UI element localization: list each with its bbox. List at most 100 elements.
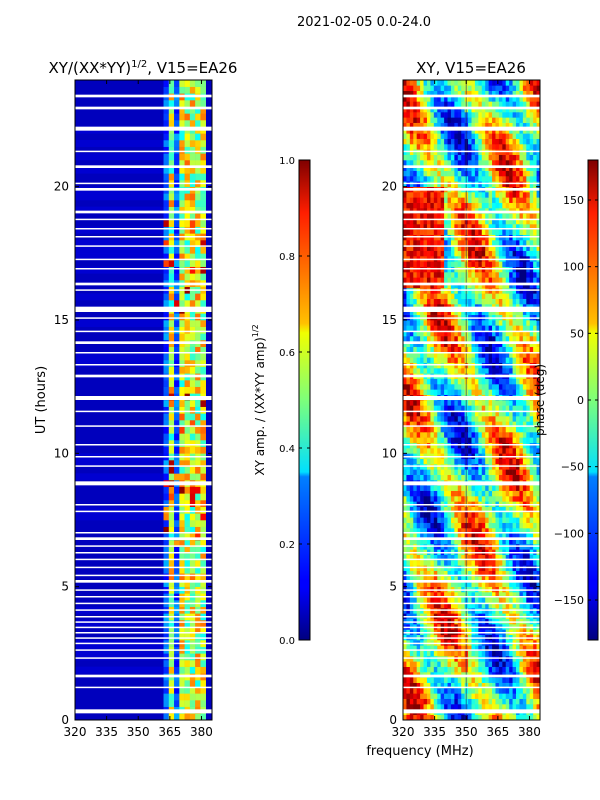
phase-cell: [481, 309, 486, 315]
phase-cell: [423, 176, 428, 182]
phase-cell: [403, 165, 407, 171]
phase-cell: [471, 506, 476, 513]
phase-cell: [426, 213, 431, 219]
phase-cell: [450, 336, 455, 342]
phase-cell: [519, 240, 524, 246]
amplitude-cell: [189, 553, 196, 561]
phase-cell: [403, 192, 407, 198]
phase-cell: [502, 378, 507, 385]
phase-cell: [471, 421, 476, 427]
phase-cell: [426, 277, 431, 283]
phase-cell: [492, 325, 496, 331]
phase-cell: [512, 533, 517, 539]
amplitude-cell: [168, 533, 175, 541]
phase-cell: [512, 469, 517, 475]
amplitude-cell: [163, 346, 170, 354]
flag-gap: [75, 626, 212, 629]
phase-cell: [526, 581, 531, 587]
phase-cell: [413, 213, 417, 219]
phase-cell: [416, 533, 421, 539]
phase-cell: [437, 560, 441, 566]
amplitude-cell: [200, 460, 206, 467]
phase-cell: [454, 693, 459, 699]
phase-cell: [447, 410, 452, 417]
phase-cell: [536, 346, 540, 353]
amplitude-cell: [189, 660, 196, 667]
phase-cell: [498, 704, 503, 710]
phase-cell: [471, 650, 476, 657]
amplitude-cell: [179, 433, 185, 441]
phase-cell: [454, 426, 459, 433]
phase-cell: [485, 592, 489, 598]
phase-cell: [471, 704, 476, 710]
phase-cell: [447, 368, 452, 374]
flag-gap: [75, 425, 212, 427]
phase-cell: [516, 496, 520, 502]
phase-cell: [426, 512, 431, 518]
phase-cell: [457, 485, 462, 491]
amplitude-cell: [163, 193, 170, 201]
amplitude-cell: [184, 633, 191, 641]
amplitude-cell: [200, 413, 206, 421]
phase-cell: [426, 496, 431, 502]
phase-cell: [533, 645, 537, 651]
amplitude-cell: [189, 680, 196, 687]
phase-cell: [409, 405, 414, 411]
phase-cell: [512, 650, 517, 657]
phase-cell: [492, 458, 496, 465]
phase-cell: [519, 224, 524, 230]
phase-cell: [512, 320, 517, 326]
phase-cell: [485, 538, 489, 545]
phase-cell: [450, 325, 455, 331]
phase-cell: [461, 469, 465, 475]
phase-cell: [502, 346, 507, 353]
phase-cell: [481, 650, 486, 657]
phase-cell: [454, 224, 459, 230]
phase-cell: [440, 165, 445, 171]
left-panel-title: XY/(XX*YY)1/2, V15=EA26: [49, 59, 238, 77]
phase-cell: [505, 576, 510, 582]
phase-cell: [536, 485, 540, 491]
phase-cell: [461, 421, 465, 427]
phase-cell: [474, 597, 479, 603]
phase-cell: [447, 512, 452, 518]
phase-cell: [437, 368, 441, 374]
phase-cell: [519, 714, 524, 720]
phase-cell: [498, 698, 503, 705]
phase-cell: [416, 378, 421, 385]
amplitude-cell: [195, 700, 201, 707]
phase-cell: [478, 176, 483, 182]
phase-cell: [505, 512, 510, 518]
phase-cell: [468, 197, 472, 203]
phase-cell: [498, 485, 503, 491]
phase-cell: [502, 421, 507, 427]
phase-cell: [454, 576, 459, 582]
amplitude-cell: [179, 413, 185, 421]
phase-cell: [533, 448, 537, 454]
phase-cell: [481, 336, 486, 342]
amplitude-cell: [200, 533, 206, 541]
phase-cell: [406, 410, 411, 417]
phase-cell: [403, 512, 407, 518]
phase-cell: [533, 704, 537, 710]
phase-cell: [492, 533, 496, 539]
phase-cell: [403, 218, 407, 225]
phase-cell: [447, 682, 452, 689]
phase-cell: [426, 389, 431, 395]
phase-cell: [502, 506, 507, 513]
phase-cell: [433, 517, 438, 523]
amplitude-cell: [189, 580, 196, 587]
phase-cell: [512, 490, 517, 497]
phase-cell: [505, 405, 510, 411]
phase-cell: [478, 474, 483, 481]
phase-cell: [481, 645, 486, 651]
amplitude-cell: [163, 473, 170, 481]
phase-cell: [509, 282, 513, 289]
phase-cell: [529, 666, 534, 673]
phase-cell: [519, 421, 524, 427]
phase-cell: [450, 496, 455, 502]
phase-cell: [474, 330, 479, 337]
phase-cell: [492, 384, 496, 390]
phase-cell: [420, 378, 424, 385]
phase-cell: [430, 650, 435, 657]
